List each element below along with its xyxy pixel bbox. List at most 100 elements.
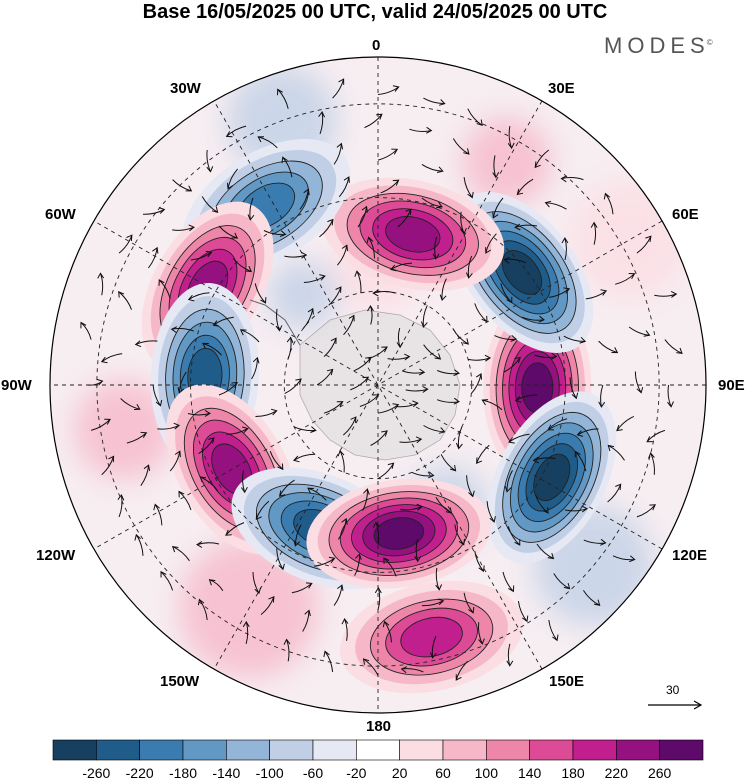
wind-arrow-209 (636, 235, 652, 254)
wind-arrow-169 (590, 221, 598, 245)
wind-arrow-38 (411, 471, 435, 479)
wind-arrow-112 (435, 567, 443, 591)
wind-arrow-194 (97, 272, 105, 296)
wind-arrow-80 (508, 433, 530, 444)
colorbar-swatch-1 (96, 739, 140, 761)
colorbar-tick-label: 260 (647, 765, 672, 781)
wind-arrow-115 (333, 584, 344, 606)
wind-arrow-187 (160, 570, 174, 591)
wind-arrow-148 (260, 596, 275, 615)
wind-arrow-85 (354, 553, 362, 576)
wind-arrow-129 (333, 142, 344, 165)
colorbar-tick-label: 140 (517, 765, 542, 781)
colorbar-tick-label: -20 (346, 765, 367, 781)
wind-arrow-132 (463, 177, 474, 199)
wind-arrow-23 (337, 449, 345, 473)
wind-arrow-214 (648, 452, 655, 475)
colorbar-swatch-7 (356, 739, 400, 761)
wind-arrow-37 (440, 454, 457, 472)
colorbar-swatch-12 (572, 739, 617, 761)
wind-arrow-48 (337, 244, 348, 266)
wind-arrow-92 (177, 371, 187, 394)
wind-arrow-84 (414, 539, 422, 563)
wind-arrow-192 (87, 378, 104, 386)
wind-arrow-121 (157, 422, 181, 430)
meridian-150 (213, 100, 543, 670)
wind-arrow-176 (583, 538, 607, 546)
wind-arrow-67 (202, 342, 222, 356)
wind-arrow-35 (470, 373, 482, 394)
wind-arrow-172 (634, 371, 644, 394)
wind-arrow-100 (421, 197, 443, 209)
wind-arrow-138 (598, 384, 606, 408)
wind-arrow-78 (534, 352, 558, 360)
wind-arrow-184 (283, 638, 291, 662)
wind-arrow-29 (328, 286, 342, 306)
wind-arrow-10 (342, 416, 357, 436)
wind-arrow-152 (140, 464, 151, 486)
wind-arrow-151 (153, 503, 163, 526)
wind-arrow-83 (454, 524, 465, 546)
wind-arrow-157 (148, 246, 159, 269)
wind-arrow-34 (468, 354, 492, 362)
wind-arrow-188 (134, 533, 144, 556)
wind-arrow-36 (455, 426, 463, 450)
wind-arrow-179 (477, 622, 485, 645)
wind-arrow-81 (504, 470, 513, 493)
wind-arrow-51 (439, 278, 447, 302)
wind-arrow-168 (544, 200, 567, 210)
wind-arrow-124 (158, 279, 171, 300)
colorbar-swatch-9 (442, 739, 487, 761)
wind-arrow-119 (178, 490, 192, 511)
wind-arrow-59 (400, 503, 424, 511)
wind-arrow-101 (460, 211, 467, 235)
colorbar (52, 739, 704, 761)
wind-arrow-190 (101, 455, 115, 476)
wind-arrow-212 (667, 384, 674, 408)
wind-arrow-205 (507, 126, 515, 150)
colorbar-tick-label: -260 (82, 765, 111, 781)
wind-arrow-25 (293, 426, 317, 433)
anomaly-high-south (306, 478, 492, 589)
brand-logo: MODES© (604, 33, 713, 59)
wind-arrow-88 (225, 522, 245, 536)
wind-arrow-73 (397, 208, 412, 228)
wind-arrow-220 (455, 660, 469, 681)
wind-arrow-206 (534, 149, 550, 169)
wind-arrow-131 (421, 163, 444, 173)
wind-arrow-18 (437, 369, 460, 377)
wind-arrow-175 (607, 483, 622, 503)
wind-arrow-4 (368, 346, 388, 360)
wind-arrow-75 (465, 255, 473, 279)
wind-arrow-24 (292, 453, 315, 463)
wind-arrow-203 (423, 97, 446, 106)
anomaly-low-east-south-contour-6 (533, 453, 571, 502)
colorbar-tick-label: 220 (604, 765, 629, 781)
wind-arrow-155 (100, 353, 123, 364)
colorbar-tick-label: 20 (391, 765, 408, 781)
wind-arrow-173 (616, 415, 635, 432)
wind-arrow-219 (506, 643, 514, 667)
wind-arrow-143 (502, 571, 515, 593)
wind-arrow-163 (364, 113, 383, 129)
wind-arrow-9 (370, 430, 388, 446)
lon-label-120e: 120E (672, 547, 708, 564)
wind-arrow-13 (323, 337, 337, 357)
wind-arrow-137 (598, 340, 619, 354)
wind-arrow-65 (226, 426, 249, 435)
wind-arrow-95 (232, 258, 252, 273)
wind-arrow-141 (564, 505, 588, 513)
wind-arrow-47 (303, 274, 326, 283)
wind-arrow-99 (380, 179, 400, 194)
wind-arrow-111 (474, 550, 485, 573)
wind-arrow-160 (227, 168, 238, 190)
wind-arrow-55 (481, 399, 503, 411)
wind-arrow-116 (291, 582, 313, 594)
colorbar-tick-label: 60 (435, 765, 451, 781)
wind-arrow-46 (275, 308, 283, 332)
colorbar-swatch-11 (529, 739, 574, 761)
colorbar-swatch-6 (312, 739, 357, 761)
wind-arrow-11 (323, 401, 344, 414)
wind-arrow-58 (435, 497, 453, 514)
